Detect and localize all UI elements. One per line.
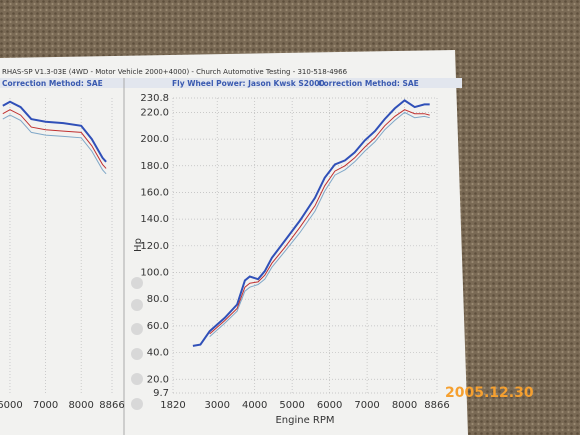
y-tick-label: 60.0 — [147, 321, 169, 332]
x-tick-label: 1820 — [160, 400, 185, 411]
y-tick-label: 200.0 — [140, 134, 169, 145]
x-tick-label: 6000 — [317, 400, 342, 411]
series-line — [209, 111, 430, 337]
x-tick-label: 8000 — [68, 400, 93, 411]
y-tick-label: 230.8 — [140, 93, 169, 104]
chart-title: Fly Wheel Power: Jason Kwsk S2000 — [172, 79, 325, 88]
y-tick-label: 100.0 — [140, 268, 169, 279]
y-tick-label: 120.0 — [140, 241, 169, 252]
subheader-band — [0, 78, 462, 88]
x-tick-label: 5000 — [279, 400, 304, 411]
binder-holes — [131, 277, 143, 410]
x-tick-label: 8000 — [392, 400, 417, 411]
y-tick-label: 160.0 — [140, 187, 169, 198]
y-tick-label: 20.0 — [147, 374, 169, 385]
x-tick-label: 6000 — [0, 400, 23, 411]
x-tick-label: 7000 — [354, 400, 379, 411]
x-tick-label: 7000 — [33, 400, 58, 411]
date-stamp: 2005.12.30 — [445, 385, 534, 401]
chart-subtitle: Correction Method: SAE — [2, 79, 103, 88]
chart-subtitle: Correction Method: SAE — [318, 79, 419, 88]
y-tick-label: 80.0 — [147, 294, 169, 305]
y-tick-label: 180.0 — [140, 161, 169, 172]
paper — [0, 50, 468, 435]
series-line — [2, 109, 107, 169]
y-tick-label: 40.0 — [147, 348, 169, 359]
x-axis-title: Engine RPM — [275, 415, 334, 426]
sheet-header: RHAS-SP V1.3-03E (4WD - Motor Vehicle 20… — [2, 68, 348, 76]
y-axis-title: Hp — [133, 238, 144, 252]
y-tick-label: 220.0 — [140, 107, 169, 118]
x-tick-label: 4000 — [242, 400, 267, 411]
x-tick-label: 8866 — [99, 400, 124, 411]
series-line — [209, 109, 430, 335]
x-tick-label: 8866 — [424, 400, 449, 411]
y-tick-label: 140.0 — [140, 214, 169, 225]
series-line — [2, 100, 107, 163]
series-line — [2, 114, 107, 175]
y-tick-label: 9.7 — [153, 388, 169, 399]
series-line — [192, 99, 430, 347]
x-tick-label: 3000 — [204, 400, 229, 411]
